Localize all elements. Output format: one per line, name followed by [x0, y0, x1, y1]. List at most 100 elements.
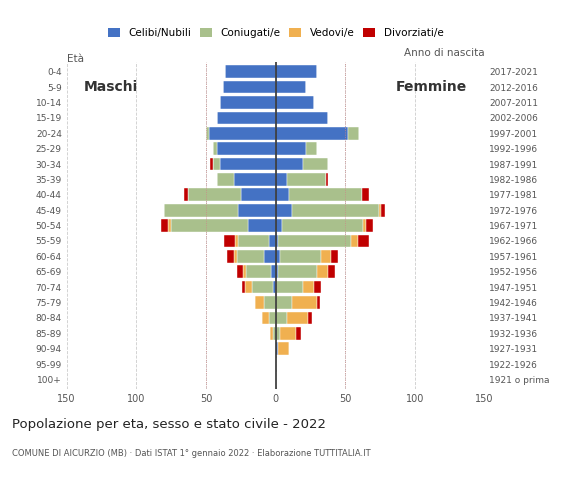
Bar [276, 265, 278, 278]
Text: Popolazione per eta, sesso e stato civile - 2022: Popolazione per eta, sesso e stato civil… [12, 418, 325, 431]
Bar [321, 250, 331, 263]
Text: COMUNE DI AICURZIO (MB) · Dati ISTAT 1° gennaio 2022 · Elaborazione TUTTITALIA.I: COMUNE DI AICURZIO (MB) · Dati ISTAT 1° … [12, 449, 370, 458]
Bar [381, 204, 386, 216]
Bar [276, 127, 348, 140]
Bar [282, 219, 363, 232]
Bar [276, 342, 278, 355]
Bar [164, 204, 238, 216]
Bar [278, 235, 351, 247]
Bar [264, 250, 276, 263]
Bar [234, 250, 237, 263]
Bar [278, 342, 289, 355]
Bar [276, 111, 328, 124]
Bar [276, 189, 289, 201]
Bar [276, 235, 278, 247]
Bar [287, 173, 325, 186]
Bar [242, 281, 245, 293]
Bar [303, 281, 314, 293]
Bar [237, 265, 244, 278]
Bar [331, 250, 338, 263]
Bar [276, 81, 306, 93]
Bar [273, 281, 275, 293]
Bar [248, 219, 276, 232]
Bar [280, 327, 296, 340]
Bar [238, 204, 276, 216]
Bar [226, 65, 276, 78]
Bar [270, 327, 273, 340]
Bar [244, 265, 246, 278]
Bar [276, 281, 303, 293]
Bar [220, 96, 276, 109]
Bar [223, 81, 276, 93]
Bar [171, 219, 248, 232]
Bar [234, 173, 276, 186]
Bar [276, 219, 282, 232]
Bar [276, 158, 303, 170]
Bar [363, 219, 366, 232]
Bar [269, 235, 276, 247]
Bar [362, 189, 369, 201]
Bar [241, 189, 276, 201]
Bar [213, 158, 220, 170]
Bar [184, 189, 188, 201]
Bar [351, 235, 358, 247]
Bar [276, 142, 306, 155]
Bar [278, 265, 317, 278]
Bar [213, 142, 217, 155]
Legend: Celibi/Nubili, Coniugati/e, Vedovi/e, Divorziati/e: Celibi/Nubili, Coniugati/e, Vedovi/e, Di… [104, 25, 447, 41]
Bar [188, 189, 241, 201]
Bar [210, 158, 213, 170]
Bar [235, 235, 238, 247]
Bar [276, 65, 317, 78]
Bar [314, 281, 321, 293]
Bar [366, 219, 373, 232]
Bar [276, 312, 287, 324]
Bar [245, 281, 252, 293]
Bar [287, 312, 307, 324]
Bar [348, 127, 359, 140]
Bar [217, 173, 234, 186]
Bar [246, 265, 271, 278]
Bar [379, 204, 381, 216]
Bar [264, 296, 276, 309]
Bar [206, 127, 209, 140]
Bar [306, 142, 317, 155]
Bar [328, 265, 335, 278]
Bar [292, 204, 379, 216]
Bar [317, 296, 320, 309]
Bar [269, 312, 276, 324]
Bar [224, 235, 235, 247]
Bar [276, 173, 287, 186]
Bar [255, 296, 264, 309]
Text: Femmine: Femmine [396, 80, 467, 94]
Bar [217, 111, 276, 124]
Bar [217, 142, 276, 155]
Text: Età: Età [67, 54, 84, 64]
Bar [276, 296, 292, 309]
Bar [303, 158, 328, 170]
Bar [262, 312, 269, 324]
Bar [307, 312, 311, 324]
Bar [317, 265, 328, 278]
Bar [276, 250, 280, 263]
Text: Anno di nascita: Anno di nascita [404, 48, 484, 59]
Bar [276, 327, 280, 340]
Bar [358, 235, 369, 247]
Bar [220, 158, 276, 170]
Text: Maschi: Maschi [84, 80, 139, 94]
Bar [289, 189, 362, 201]
Bar [252, 281, 273, 293]
Bar [209, 127, 276, 140]
Bar [296, 327, 300, 340]
Bar [161, 219, 168, 232]
Bar [273, 327, 275, 340]
Bar [237, 250, 264, 263]
Bar [325, 173, 328, 186]
Bar [168, 219, 171, 232]
Bar [238, 235, 269, 247]
Bar [276, 96, 314, 109]
Bar [271, 265, 275, 278]
Bar [280, 250, 321, 263]
Bar [227, 250, 234, 263]
Bar [292, 296, 317, 309]
